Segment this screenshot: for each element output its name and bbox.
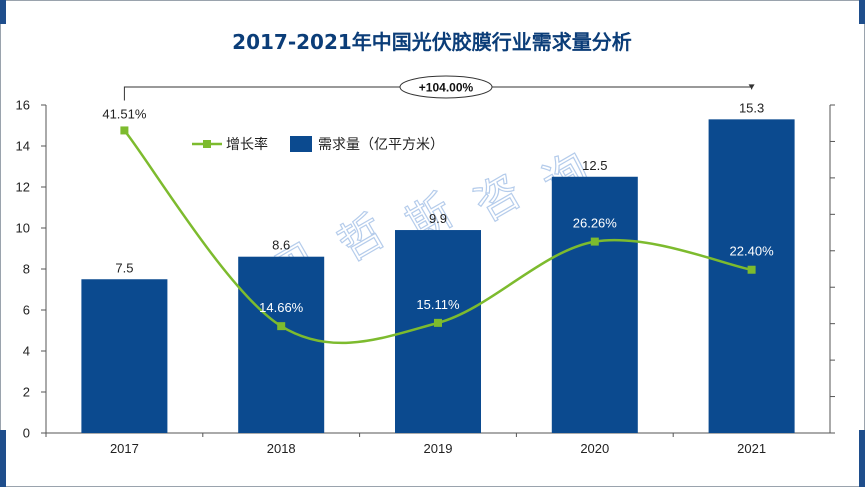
corner-bottom-right	[859, 430, 865, 487]
y-tick-label: 0	[23, 426, 30, 441]
bar-2021	[708, 119, 795, 433]
chart-title: 2017-2021年中国光伏胶膜行业需求量分析	[232, 30, 632, 54]
y-tick-label: 4	[23, 344, 30, 359]
y-tick-label: 6	[23, 303, 30, 318]
corner-bottom-left	[0, 430, 6, 487]
x-tick-label: 2021	[737, 441, 766, 456]
x-axis-ticks: 2017 2018 2019 2020 2021	[45, 433, 766, 456]
bar-value-label: 12.5	[582, 158, 607, 173]
y-tick-label: 14	[16, 139, 30, 154]
bar-2020	[551, 176, 638, 433]
y2-axis-ticks	[830, 104, 835, 434]
y-tick-label: 16	[16, 98, 30, 113]
growth-point-2020	[590, 237, 599, 246]
watermark-char: 咨	[466, 165, 530, 231]
growth-annotation: +104.00%	[123, 75, 755, 101]
growth-value-label: 41.51%	[102, 106, 147, 121]
bar-value-label: 7.5	[115, 260, 133, 275]
annotation-label: +104.00%	[419, 81, 474, 95]
corner-top-left	[0, 0, 6, 24]
growth-value-label: 14.66%	[259, 300, 304, 315]
bar-value-label: 15.3	[739, 100, 764, 115]
legend-bar-swatch	[290, 136, 312, 152]
y-tick-label: 2	[23, 385, 30, 400]
growth-value-label: 15.11%	[416, 297, 460, 312]
x-tick-label: 2017	[110, 441, 139, 456]
corner-top-right	[859, 0, 865, 24]
legend: 增长率 需求量（亿平方米）	[192, 136, 444, 153]
bar-2017	[81, 279, 168, 433]
legend-line-label: 增长率	[226, 136, 268, 153]
x-tick-label: 2019	[424, 441, 453, 456]
legend-bar-label: 需求量（亿平方米）	[318, 137, 444, 153]
bar-series: 7.5 8.6 9.9 12.5 15.3	[81, 100, 795, 433]
growth-point-2019	[434, 318, 442, 327]
growth-point-2017	[120, 126, 129, 135]
x-tick-label: 2020	[580, 441, 609, 456]
x-tick-label: 2018	[267, 441, 296, 456]
annotation-arrow	[748, 84, 755, 90]
watermark-char: 哲	[330, 205, 394, 271]
growth-point-2018	[277, 322, 286, 331]
bar-value-label: 8.6	[272, 238, 290, 253]
growth-line	[123, 129, 752, 345]
growth-value-label: 22.40%	[730, 244, 775, 259]
growth-point-2021	[747, 265, 756, 274]
bar-value-label: 9.9	[429, 211, 447, 226]
y-tick-label: 8	[23, 262, 30, 277]
line-series: 41.51% 14.66% 15.11% 26.26% 22.40%	[102, 106, 775, 345]
legend-line-marker	[203, 140, 211, 148]
y-tick-label: 12	[16, 180, 30, 195]
growth-value-label: 26.26%	[573, 216, 618, 231]
y-axis-ticks: 0 2 4 6 8 10 12 14 16	[16, 98, 46, 441]
bar-2018	[238, 256, 325, 433]
annotation-bubble	[399, 75, 493, 99]
y-tick-label: 10	[16, 221, 30, 236]
